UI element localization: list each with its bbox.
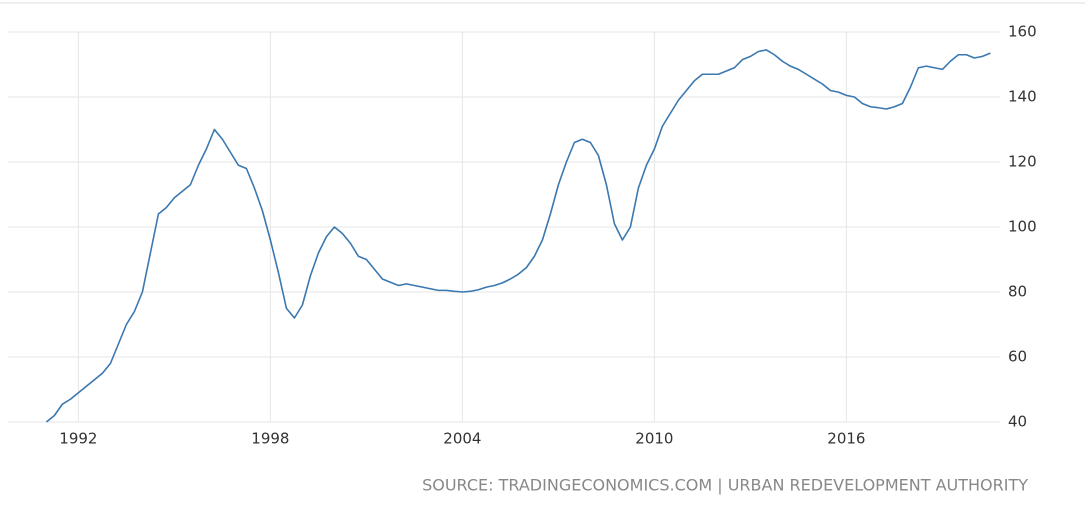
x-tick-label: 2010 xyxy=(635,430,673,448)
y-tick-label: 120 xyxy=(1008,153,1037,171)
x-tick-label: 1998 xyxy=(251,430,289,448)
y-tick-label: 40 xyxy=(1008,413,1027,431)
y-tick-label: 140 xyxy=(1008,88,1037,106)
x-tick-label: 2004 xyxy=(443,430,481,448)
y-tick-label: 80 xyxy=(1008,283,1027,301)
y-tick-label: 160 xyxy=(1008,23,1037,41)
x-tick-label: 2016 xyxy=(827,430,865,448)
source: SOURCE: TRADINGECONOMICS.COM | URBAN RED… xyxy=(422,476,1028,495)
x-tick-label: 1992 xyxy=(59,430,97,448)
y-tick-label: 100 xyxy=(1008,218,1037,236)
y-tick-label: 60 xyxy=(1008,348,1027,366)
line xyxy=(45,49,991,423)
